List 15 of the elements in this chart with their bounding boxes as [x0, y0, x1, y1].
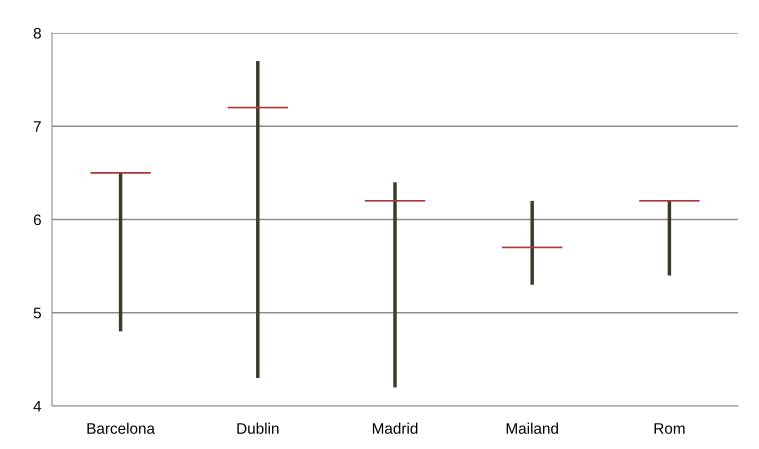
y-tick-label: 6: [34, 214, 41, 226]
y-tick-label: 5: [34, 308, 41, 318]
x-tick-label: Barcelona: [87, 422, 155, 434]
x-tick-label: Dublin: [237, 422, 278, 434]
candlestick: [90, 172, 152, 332]
x-tick-label: Rom: [654, 423, 685, 434]
candlestick: [226, 60, 289, 378]
y-tick-label: 4: [33, 401, 42, 412]
candlestick: [501, 200, 564, 285]
x-tick-label: Mailand: [506, 422, 558, 434]
y-tick-label: 8: [34, 28, 41, 39]
candlestick: [638, 200, 700, 276]
candlestick: [364, 182, 426, 388]
x-tick-label: Madrid: [372, 422, 418, 434]
y-tick-label: 7: [34, 121, 41, 132]
